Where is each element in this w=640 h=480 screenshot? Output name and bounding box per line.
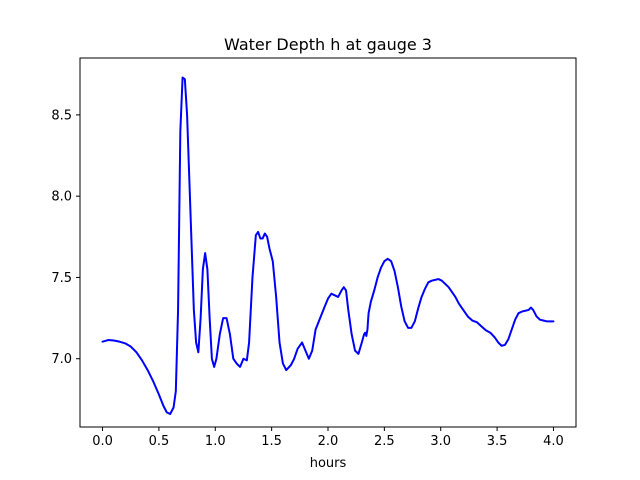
y-tick-label: 7.0 xyxy=(51,352,72,367)
series-line xyxy=(101,76,555,415)
x-tick-label: 1.5 xyxy=(261,434,282,449)
x-tick-label: 0.0 xyxy=(92,434,113,449)
x-tick-label: 1.0 xyxy=(205,434,226,449)
y-tick-label: 7.5 xyxy=(51,271,72,286)
chart-title: Water Depth h at gauge 3 xyxy=(224,35,432,54)
x-axis-ticks: 0.0 0.5 1.0 1.5 2.0 2.5 3.0 3.5 4.0 xyxy=(92,427,564,449)
x-tick-label: 2.5 xyxy=(374,434,395,449)
y-tick-label: 8.5 xyxy=(51,108,72,123)
x-tick-label: 3.5 xyxy=(487,434,508,449)
x-axis-label: hours xyxy=(310,456,347,471)
y-tick-label: 8.0 xyxy=(51,190,72,205)
x-tick-label: 2.0 xyxy=(318,434,339,449)
x-tick-label: 4.0 xyxy=(543,434,564,449)
plot-frame xyxy=(79,57,577,428)
x-tick-label: 0.5 xyxy=(149,434,170,449)
y-axis-ticks: 7.0 7.5 8.0 8.5 xyxy=(51,108,80,367)
x-tick-label: 3.0 xyxy=(430,434,451,449)
